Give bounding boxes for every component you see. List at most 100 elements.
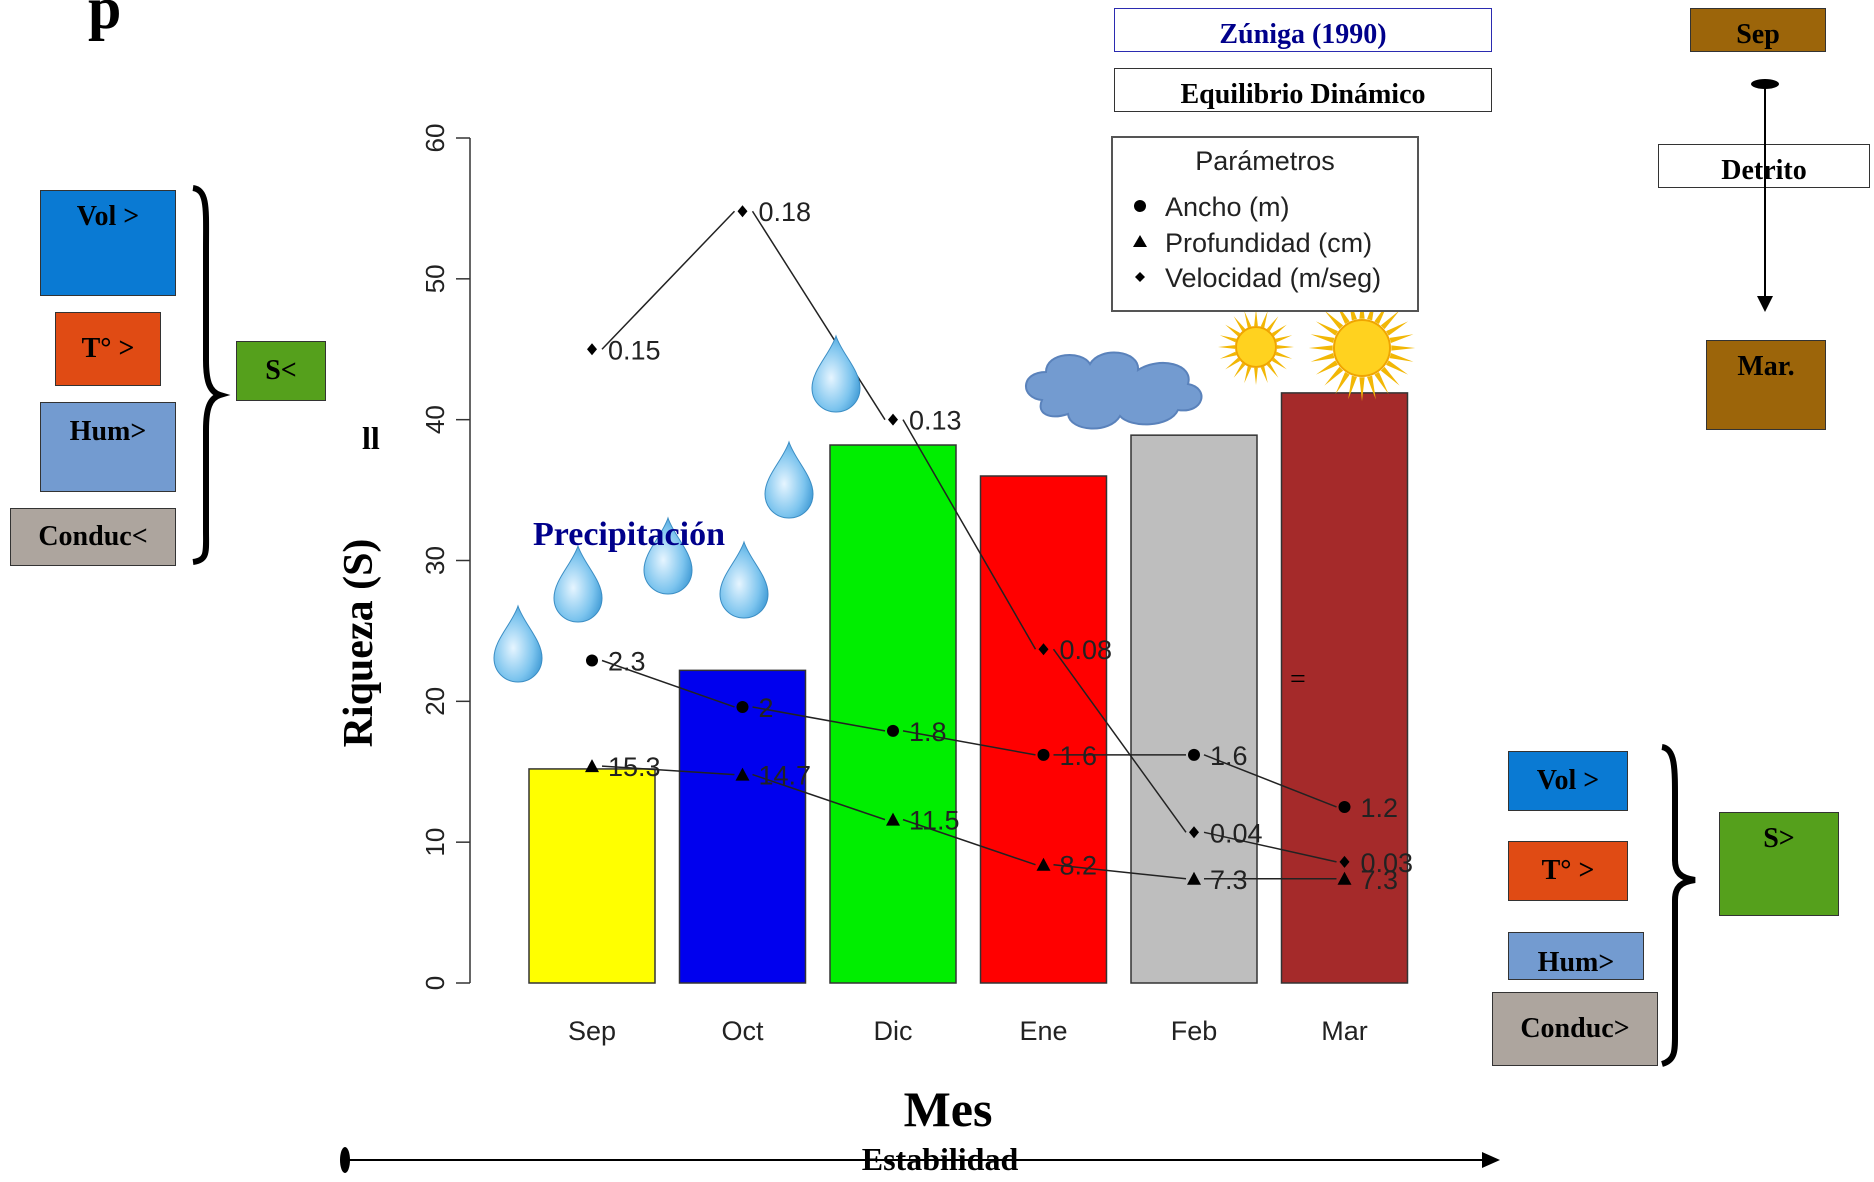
legend-entry-ancho: Ancho (m) bbox=[1165, 192, 1290, 222]
x-tick-label: Ene bbox=[1019, 1016, 1067, 1046]
x-tick-label: Sep bbox=[568, 1016, 616, 1046]
raindrop-icon bbox=[764, 440, 814, 519]
y-axis-title: Riqueza (S) bbox=[336, 539, 382, 748]
point-profundidad bbox=[1187, 871, 1201, 885]
flow-arrowhead bbox=[1757, 296, 1773, 312]
y-tick-label: 60 bbox=[420, 124, 450, 153]
cloud-icon bbox=[1025, 351, 1203, 430]
raindrop-icon bbox=[643, 516, 693, 595]
point-ancho bbox=[887, 724, 899, 737]
point-velocidad bbox=[587, 343, 597, 356]
point-profundidad bbox=[1036, 857, 1051, 871]
sun-icon bbox=[1308, 294, 1416, 402]
data-label: 7.3 bbox=[1361, 865, 1399, 895]
data-label: 1.8 bbox=[909, 717, 947, 747]
data-label: 1.6 bbox=[1210, 741, 1248, 771]
point-ancho bbox=[1037, 748, 1050, 761]
point-velocidad bbox=[737, 205, 748, 218]
flow-end-box: Mar. bbox=[1706, 340, 1826, 430]
data-label: 0.04 bbox=[1210, 818, 1263, 848]
x-tick-label: Oct bbox=[721, 1016, 764, 1046]
data-label: 2 bbox=[759, 693, 774, 723]
x-tick-label: Mar bbox=[1321, 1016, 1368, 1046]
left-temp-box: T° > bbox=[55, 312, 161, 386]
series-line-segment bbox=[1203, 754, 1337, 808]
data-label: 1.2 bbox=[1361, 793, 1399, 823]
legend-marker-circle bbox=[1134, 200, 1146, 212]
right-brace bbox=[1660, 744, 1696, 1067]
right-result-box: S> bbox=[1719, 812, 1839, 916]
raindrops-group bbox=[493, 334, 861, 683]
legend-marker-diamond bbox=[1135, 272, 1145, 282]
point-velocidad bbox=[1189, 826, 1199, 839]
right-vol-box: Vol > bbox=[1508, 751, 1628, 811]
data-label: 0.18 bbox=[759, 197, 812, 227]
right-hum-box: Hum> bbox=[1508, 932, 1644, 980]
right-conduc-box: Conduc> bbox=[1492, 992, 1658, 1066]
y-tick-label: 40 bbox=[420, 405, 450, 434]
sun-icon bbox=[1218, 309, 1294, 385]
series-line-segment bbox=[902, 818, 1036, 866]
series-line-segment bbox=[752, 773, 886, 821]
point-ancho bbox=[1338, 800, 1351, 813]
y-tick-label: 10 bbox=[420, 828, 450, 857]
data-label: 7.3 bbox=[1210, 865, 1248, 895]
flow-start-box: Sep bbox=[1690, 8, 1826, 52]
x-tick-label: Feb bbox=[1171, 1016, 1218, 1046]
stability-arrowhead bbox=[1482, 1152, 1500, 1168]
chart-root: 0 10 20 30 40 50 60 Sep Oct Dic Ene Feb Mar 2.3 2 1.8 1.… bbox=[420, 124, 1413, 1046]
raindrop-icon bbox=[553, 544, 603, 623]
legend-frame bbox=[1111, 136, 1419, 312]
data-label: 0.15 bbox=[608, 335, 661, 365]
data-label: 2.3 bbox=[608, 646, 646, 676]
series-line-segment bbox=[902, 730, 1036, 756]
right-temp-box: T° > bbox=[1508, 841, 1628, 901]
series-line-segment bbox=[751, 210, 886, 421]
data-label: 11.5 bbox=[909, 806, 960, 836]
series-line-segment bbox=[601, 210, 736, 350]
legend-entry-velocidad: Velocidad (m/seg) bbox=[1165, 263, 1381, 293]
stability-label: Estabilidad bbox=[862, 1141, 1019, 1177]
series-line-segment bbox=[601, 765, 735, 776]
bar-dic bbox=[829, 444, 957, 984]
ll-annotation: ll bbox=[362, 420, 380, 456]
point-profundidad bbox=[886, 812, 900, 826]
point-ancho bbox=[586, 654, 598, 667]
point-ancho bbox=[1188, 748, 1200, 761]
data-label: 8.2 bbox=[1060, 851, 1098, 881]
data-label: 0.03 bbox=[1361, 848, 1414, 878]
series-line-segment bbox=[1053, 863, 1187, 880]
point-velocidad bbox=[888, 413, 898, 426]
point-velocidad bbox=[1038, 643, 1049, 656]
legend-entry-profundidad: Profundidad (cm) bbox=[1165, 228, 1372, 258]
subtitle-box: Equilibrio Dinámico bbox=[1114, 68, 1492, 112]
bar-ene bbox=[979, 475, 1108, 984]
x-axis-title: Mes bbox=[904, 1081, 993, 1137]
y-tick-label: 30 bbox=[420, 546, 450, 575]
data-label: 15.3 bbox=[608, 752, 661, 782]
legend-marker-triangle bbox=[1133, 235, 1147, 247]
series-line-segment bbox=[752, 706, 886, 732]
data-label: 0.08 bbox=[1060, 635, 1113, 665]
y-tick-label: 20 bbox=[420, 687, 450, 716]
data-label: 0.13 bbox=[909, 406, 962, 436]
precipitation-label: Precipitación bbox=[533, 516, 725, 553]
point-profundidad bbox=[585, 759, 599, 773]
raindrop-icon bbox=[719, 540, 769, 619]
raindrop-icon bbox=[493, 604, 543, 683]
series-line-segment bbox=[902, 419, 1037, 650]
series-line-segment bbox=[601, 659, 735, 708]
point-profundidad bbox=[1337, 871, 1352, 885]
left-vol-box: Vol > bbox=[40, 190, 176, 296]
x-tick-label: Dic bbox=[874, 1016, 913, 1046]
y-tick-label: 0 bbox=[420, 976, 450, 990]
data-label: 1.6 bbox=[1060, 741, 1098, 771]
legend-title: Parámetros bbox=[1195, 146, 1335, 176]
point-ancho bbox=[736, 700, 749, 713]
raindrop-icon bbox=[811, 334, 861, 413]
bar-feb bbox=[1130, 434, 1258, 984]
corner-fragment-text: p bbox=[88, 0, 122, 41]
point-profundidad bbox=[735, 767, 750, 781]
data-label: 14.7 bbox=[759, 761, 812, 791]
